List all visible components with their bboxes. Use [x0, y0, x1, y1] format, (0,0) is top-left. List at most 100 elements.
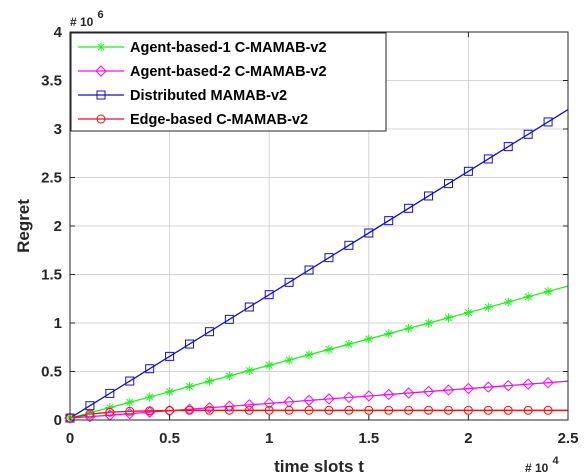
data-point-agent-based-2 [542, 376, 554, 389]
y-axis-label: Regret [14, 199, 33, 253]
y-multiplier-exponent: 6 [98, 9, 104, 21]
data-point-agent-based-2 [323, 393, 335, 405]
data-point-distributed [125, 376, 135, 386]
legend-marker-edge-based [96, 114, 106, 124]
data-point-agent-based-1 [483, 302, 493, 312]
data-point-agent-based-1 [85, 408, 95, 418]
marker-layer [64, 117, 554, 424]
x-tick-label: 0.5 [159, 430, 180, 447]
data-point-edge-based [304, 405, 314, 415]
data-point-agent-based-1 [443, 313, 453, 323]
data-point-agent-based-1 [244, 366, 254, 376]
data-point-distributed [503, 142, 513, 152]
x-tick-label: 2.5 [558, 430, 579, 447]
data-point-agent-based-2 [263, 397, 275, 410]
data-point-distributed [284, 277, 294, 287]
data-point-agent-based-1 [404, 323, 414, 333]
data-point-agent-based-1 [543, 286, 553, 296]
data-point-agent-based-2 [383, 388, 395, 401]
data-point-agent-based-2 [343, 391, 355, 404]
y-tick-label: 1.5 [41, 267, 62, 284]
y-tick-label: 1 [54, 315, 62, 332]
data-point-distributed [264, 290, 274, 300]
data-point-agent-based-1 [424, 318, 434, 328]
data-point-agent-based-2 [303, 394, 315, 407]
data-point-edge-based [364, 405, 374, 415]
y-tick-labels: 0 0.5 1 1.5 2 2.5 3 3.5 4 [41, 24, 63, 429]
data-point-agent-based-2 [203, 402, 216, 414]
data-point-distributed [304, 265, 314, 275]
legend-marker-agent-based-1 [96, 42, 106, 52]
data-point-agent-based-1 [304, 350, 314, 360]
data-point-edge-based [344, 405, 354, 415]
data-point-agent-based-2 [482, 381, 495, 393]
data-point-agent-based-2 [363, 390, 375, 402]
data-point-distributed [244, 302, 254, 312]
data-point-edge-based [424, 405, 434, 415]
x-tick-label: 1 [265, 430, 273, 447]
data-point-distributed [105, 388, 115, 398]
x-axis-label: time slots t [274, 457, 364, 476]
legend-samples [78, 42, 124, 124]
data-point-agent-based-1 [324, 344, 334, 354]
data-point-agent-based-1 [105, 403, 115, 413]
data-point-agent-based-1 [224, 371, 234, 381]
x-tick-labels: 0 0.5 1 1.5 2 2.5 [66, 430, 579, 447]
data-point-agent-based-2 [243, 399, 255, 411]
data-point-agent-based-2 [223, 400, 236, 412]
x-tick-label: 1.5 [358, 430, 379, 447]
x-tick-label: 0 [66, 430, 74, 447]
data-point-agent-based-1 [145, 392, 155, 402]
data-point-distributed [483, 154, 493, 164]
data-point-agent-based-2 [522, 378, 534, 390]
data-point-agent-based-2 [462, 382, 475, 395]
series-layer [69, 109, 569, 419]
legend-marker-agent-based-2 [95, 65, 107, 77]
data-point-distributed [424, 191, 434, 201]
data-point-edge-based [284, 405, 294, 415]
data-point-edge-based [404, 405, 414, 415]
data-point-edge-based [324, 405, 334, 415]
y-tick-label: 0.5 [41, 364, 62, 381]
data-point-edge-based [224, 405, 234, 415]
data-point-agent-based-2 [422, 385, 435, 398]
y-tick-label: 3 [54, 121, 62, 138]
data-point-edge-based [185, 405, 195, 415]
data-point-agent-based-1 [503, 297, 513, 307]
legend-label-agent-based-1: Agent-based-1 C-MAMAB-v2 [130, 40, 327, 56]
x-multiplier-base: # 10 [525, 461, 549, 475]
data-point-edge-based [165, 405, 175, 415]
data-point-agent-based-2 [283, 396, 295, 408]
legend-box [70, 32, 387, 132]
data-point-agent-based-2 [502, 379, 514, 392]
data-point-distributed [204, 327, 214, 337]
data-point-distributed [344, 240, 354, 250]
data-point-agent-based-1 [344, 339, 354, 349]
data-point-distributed [165, 351, 175, 361]
data-point-distributed [185, 339, 195, 349]
data-point-agent-based-1 [364, 334, 374, 344]
data-point-distributed [145, 364, 155, 374]
y-tick-label: 4 [54, 24, 63, 41]
data-point-edge-based [483, 405, 493, 415]
data-point-edge-based [85, 409, 95, 419]
data-point-agent-based-1 [463, 308, 473, 318]
data-point-edge-based [264, 405, 274, 415]
data-point-agent-based-2 [442, 384, 455, 396]
data-point-edge-based [244, 405, 254, 415]
data-point-distributed [224, 314, 234, 324]
data-point-agent-based-2 [84, 410, 96, 423]
data-point-distributed [324, 253, 334, 263]
series-line-agent-based-1 [69, 285, 569, 419]
data-point-agent-based-1 [185, 381, 195, 391]
data-point-distributed [463, 166, 473, 176]
data-point-agent-based-2 [402, 387, 415, 399]
data-point-distributed [523, 129, 533, 139]
data-point-edge-based [523, 405, 533, 415]
data-point-agent-based-1 [384, 329, 394, 339]
data-point-agent-based-2 [124, 407, 136, 420]
data-point-distributed [443, 179, 453, 189]
legend-marker-distributed [96, 90, 106, 100]
y-multiplier-base: # 10 [70, 15, 94, 29]
